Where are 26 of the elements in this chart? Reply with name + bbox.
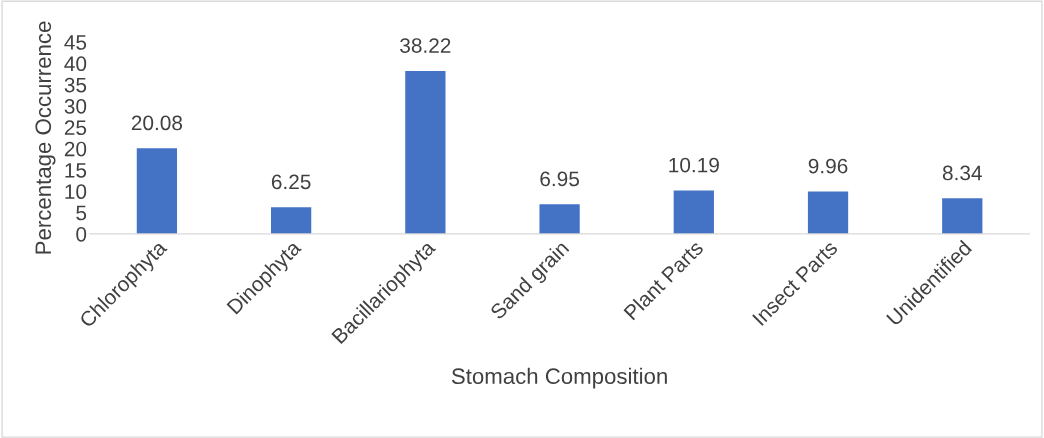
y-tick-label: 5 <box>76 205 87 221</box>
y-tick-label: 35 <box>64 77 87 93</box>
bar <box>270 207 312 234</box>
y-tick-label: 0 <box>76 226 87 242</box>
y-axis-title: Percentage Occurrence <box>35 21 56 254</box>
y-tick-label: 30 <box>64 99 87 114</box>
y-tick-label: 20 <box>64 141 87 157</box>
bar <box>539 204 580 234</box>
bar <box>136 148 178 234</box>
y-tick-label: 25 <box>64 120 87 136</box>
data-label: 20.08 <box>131 115 183 131</box>
data-label: 9.96 <box>808 158 848 174</box>
y-tick-label: 10 <box>65 184 87 200</box>
data-label: 8.34 <box>942 165 982 181</box>
y-tick-label: 40 <box>64 56 87 72</box>
x-axis-title: Stomach Composition <box>451 367 667 389</box>
data-label: 6.25 <box>271 174 311 190</box>
data-label: 38.22 <box>400 38 451 53</box>
bar <box>673 190 714 234</box>
data-label: 10.19 <box>669 157 719 173</box>
bar <box>807 191 849 234</box>
data-label: 6.95 <box>540 171 579 187</box>
y-tick-label: 45 <box>64 35 87 50</box>
bar <box>405 70 446 234</box>
bar <box>942 198 983 234</box>
y-tick-label: 15 <box>65 163 87 178</box>
